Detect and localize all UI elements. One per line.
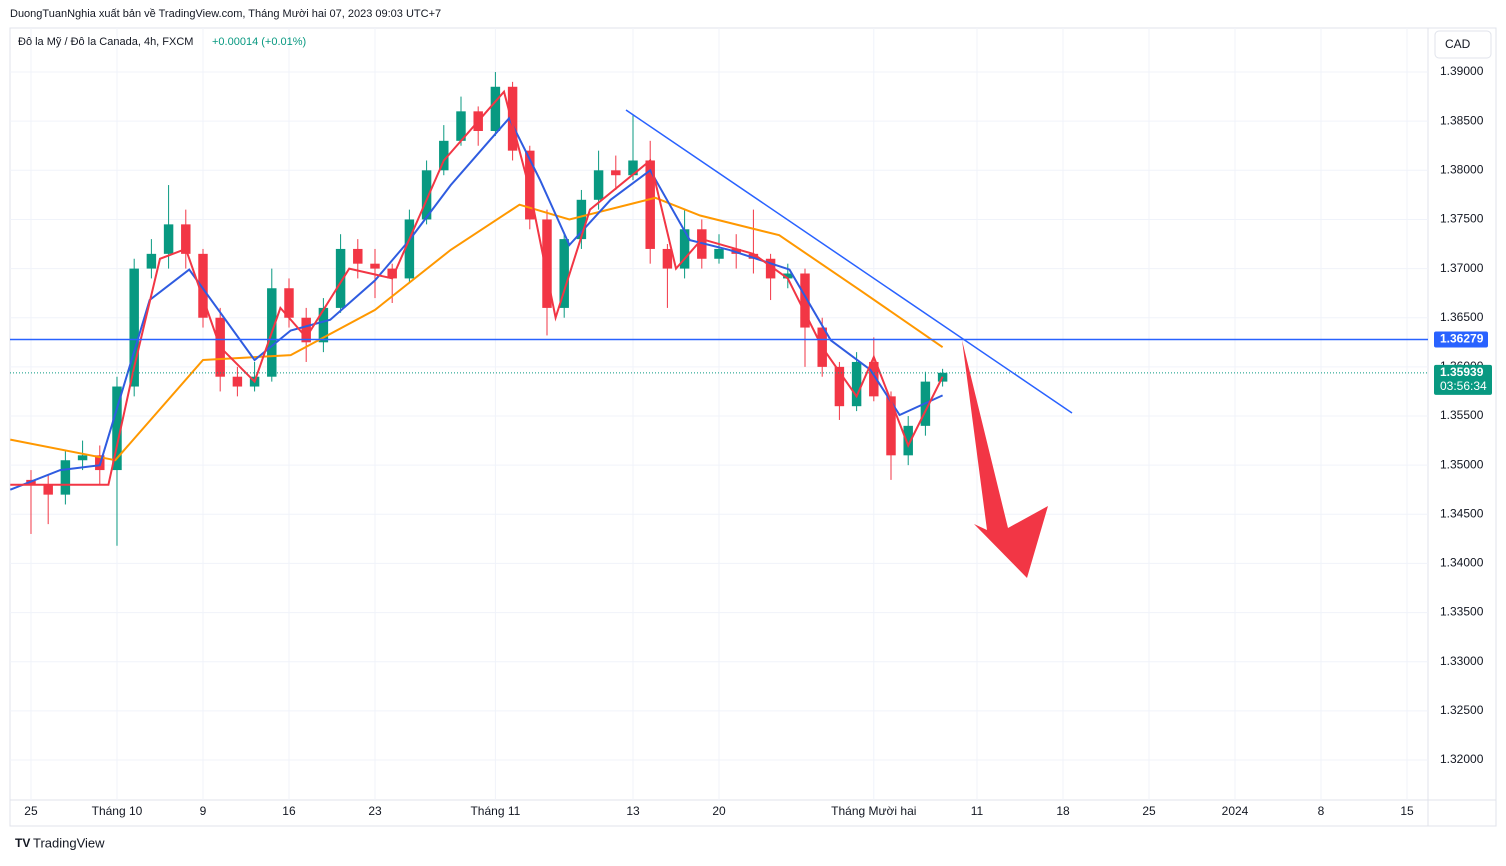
candle-body (387, 268, 397, 279)
y-tick-label: 1.39000 (1440, 64, 1484, 78)
x-tick-label: 25 (1142, 804, 1156, 818)
x-tick-label: 8 (1318, 804, 1325, 818)
moving-average (10, 196, 944, 462)
chart-frame (9, 27, 1497, 827)
last-price-badge (1434, 364, 1492, 395)
x-tick-label: 18 (1056, 804, 1070, 818)
price-line-label: 1.36279 (1440, 332, 1484, 346)
candle-body (559, 239, 569, 308)
candle-body (679, 229, 690, 269)
currency[interactable]: CAD (1445, 37, 1471, 51)
x-tick-label: 25 (24, 804, 38, 818)
candle-body (60, 460, 71, 495)
x-tick-label: Tháng Mười hai (831, 804, 916, 818)
brand: TradingView (33, 835, 105, 850)
candle-body (507, 86, 518, 151)
candle-body (662, 248, 673, 269)
axes: 1.32000 1.32500 1.33000 1.33500 1.34000 1.345… (24, 64, 1492, 818)
moving-average (10, 89, 944, 486)
candle-body (593, 170, 604, 200)
candle-body (800, 273, 810, 328)
candle-body (335, 248, 346, 308)
candle-body (301, 317, 311, 343)
candle-body (439, 140, 449, 171)
y-tick-label: 1.38000 (1440, 162, 1484, 176)
x-tick-label: 15 (1400, 804, 1414, 818)
down-arrow (962, 340, 1048, 578)
currency-button[interactable] (1434, 30, 1492, 59)
grid (10, 28, 1428, 800)
x-tick-label: 16 (282, 804, 296, 818)
y-tick-label: 1.33000 (1440, 654, 1484, 668)
price-change: +0.00014 (+0.01%) (212, 36, 306, 48)
candle-body (714, 248, 724, 259)
candle-body (576, 199, 587, 240)
publisher: DuongTuanNghia xuất bản về TradingView.c… (10, 8, 441, 20)
candle-body (112, 386, 122, 471)
y-tick-label: 1.34000 (1440, 556, 1484, 570)
candle-body (456, 111, 466, 141)
price-line-badge (1434, 331, 1488, 348)
x-tick-label: 11 (971, 804, 984, 818)
candle-body (43, 484, 53, 495)
last-price-label: 1.35939 (1440, 365, 1484, 379)
candle-body (903, 425, 913, 456)
plot (9, 72, 1428, 546)
candle-body (611, 170, 621, 176)
candle-body (851, 361, 862, 407)
candle-body (645, 160, 655, 249)
y-tick-label: 1.36500 (1440, 310, 1484, 324)
candle-body (232, 376, 243, 387)
y-tick-label: 1.32000 (1440, 752, 1484, 766)
candle-body (490, 86, 501, 131)
y-tick-label: 1.33500 (1440, 605, 1484, 619)
candle-body (181, 224, 191, 254)
countdown: 03:56:34 (1440, 379, 1487, 393)
candle-body (869, 361, 879, 397)
x-tick-label: Tháng 10 (92, 804, 143, 818)
x-tick-label: 9 (200, 804, 207, 818)
x-tick-label: 23 (368, 804, 382, 818)
candle-body (748, 253, 759, 259)
candle-body (834, 366, 845, 407)
trend-line (625, 109, 1073, 414)
candle-body (129, 268, 139, 387)
y-tick-label: 1.37000 (1440, 261, 1484, 275)
candle-body (353, 248, 363, 264)
symbol-title: Đô la Mỹ / Đô la Canada, 4h, FXCM (18, 36, 193, 48)
candle-body (421, 170, 432, 220)
candle-body (525, 150, 535, 220)
candle-body (886, 396, 896, 456)
logo-mark: TV (15, 836, 30, 850)
y-tick-label: 1.35000 (1440, 457, 1484, 471)
x-tick-label: 20 (712, 804, 726, 818)
candle-body (542, 219, 552, 308)
candle-body (783, 273, 793, 279)
y-tick-label: 1.35500 (1440, 408, 1484, 422)
candle-body (370, 263, 380, 269)
candle-body (765, 258, 776, 279)
candle-body (77, 455, 88, 461)
x-tick-label: 2024 (1222, 804, 1249, 818)
moving-average (9, 116, 944, 491)
y-tick-label: 1.34500 (1440, 506, 1484, 520)
candle-body (284, 288, 294, 318)
candle-body (628, 160, 638, 176)
x-tick-label: 13 (626, 804, 640, 818)
candle-body (163, 224, 174, 254)
candle-body (318, 307, 329, 343)
y-tick-label: 1.38500 (1440, 113, 1484, 127)
y-tick-label: 1.32500 (1440, 703, 1484, 717)
x-tick-label: Tháng 11 (470, 804, 520, 818)
candle-body (146, 253, 157, 269)
candle-body (404, 219, 415, 279)
candle-body (198, 253, 208, 318)
y-tick-label: 1.37500 (1440, 212, 1484, 226)
